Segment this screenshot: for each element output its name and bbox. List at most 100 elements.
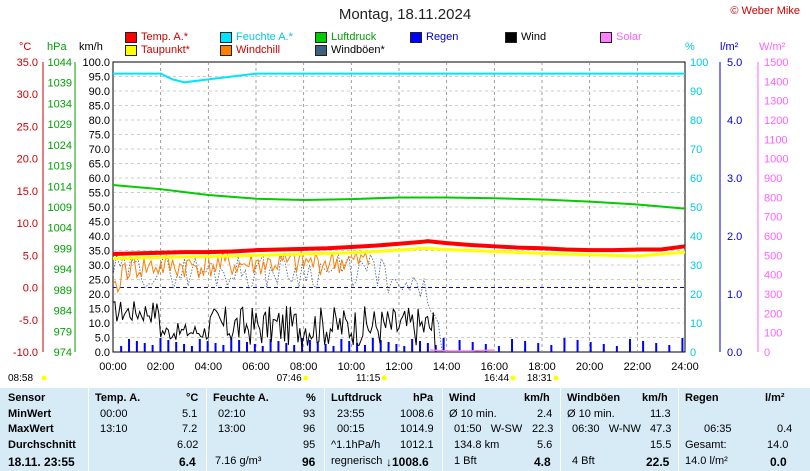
rain-bar	[269, 339, 272, 352]
rain-bar	[537, 343, 540, 352]
temp-time: 00:00	[100, 408, 128, 420]
rain-bar	[222, 345, 225, 352]
wind-tick-label: 20.0	[89, 289, 110, 301]
rain-bar	[550, 345, 553, 352]
rain-bar	[151, 345, 154, 352]
wind-tick-label: 70.0	[89, 144, 110, 156]
rain-bar	[356, 343, 359, 352]
rain-tick-label: 5.0	[727, 57, 742, 69]
rain-bar	[589, 342, 592, 352]
rain-bar	[411, 339, 414, 352]
press-value: ↓1008.6	[386, 455, 429, 469]
hum-value: 95	[303, 439, 316, 451]
rain-bar	[324, 344, 327, 352]
wind-tick-label: 45.0	[89, 217, 110, 229]
legend-swatch	[220, 44, 232, 56]
legend-label: Solar	[616, 31, 642, 43]
col-sep	[442, 388, 443, 471]
rain-tick-label: 1.0	[727, 289, 742, 301]
gust-desc: 06:30 W-NW	[572, 423, 641, 435]
hdr-hum-unit: %	[306, 392, 316, 404]
humidity-tick-label: 20	[690, 289, 702, 301]
pressure-tick-label: 1024	[48, 140, 72, 152]
legend-humidity: Feuchte A.*	[220, 31, 293, 43]
pressure-tick-label: 979	[54, 326, 72, 338]
row-label: MaxWert	[8, 423, 54, 435]
wind-value: 5.6	[537, 439, 553, 451]
wind-tick-label: 75.0	[89, 130, 110, 142]
rain-bar	[563, 338, 566, 352]
pressure-tick-label: 1014	[48, 181, 72, 193]
series-line	[112, 184, 686, 210]
series-line	[112, 246, 686, 261]
solar-tick-label: 100	[764, 328, 782, 340]
temp-tick-label: 25.0	[17, 121, 38, 133]
rain-bar	[230, 338, 233, 352]
rain-bar	[128, 339, 131, 352]
rain-bar	[261, 346, 264, 352]
rain-bar	[135, 341, 138, 352]
wind-tick-label: 10.0	[89, 318, 110, 330]
rain-bar	[471, 342, 474, 352]
rain-bar	[576, 340, 579, 352]
press-value: 1008.6	[400, 408, 434, 420]
solar-tick-label: 600	[764, 231, 782, 243]
sun-marker-icon	[381, 375, 387, 381]
x-tick-label: 00:00	[99, 361, 127, 373]
wind-tick-label: 35.0	[89, 246, 110, 258]
pressure-tick-label: 1039	[48, 78, 72, 90]
legend-swatch	[220, 31, 232, 43]
legend-label: Luftdruck	[331, 31, 377, 43]
wind-tick-label: 5.0	[95, 333, 110, 345]
rain-bar	[190, 346, 193, 352]
wind-tick-label: 55.0	[89, 188, 110, 200]
press-time: regnerisch	[331, 455, 383, 467]
rain-bar	[371, 338, 374, 352]
unit-celsius: °C	[19, 41, 32, 53]
solar-tick-label: 1000	[764, 154, 788, 166]
rain-bar	[206, 341, 209, 352]
summary-table: Sensor Temp. A. °C Feuchte A. % Luftdruc…	[0, 388, 810, 471]
gust-value: 11.3	[650, 408, 671, 420]
rain-value: 14.0	[767, 439, 789, 451]
col-sep	[88, 388, 89, 471]
x-tick-label: 02:00	[147, 361, 175, 373]
rain-bar	[253, 344, 256, 352]
x-tick-label: 18:00	[528, 361, 556, 373]
legend-dewpoint: Taupunkt*	[125, 44, 190, 56]
wind-desc: 01:50 W-SW	[454, 423, 523, 435]
rain-bar	[332, 346, 335, 352]
gust-desc: Ø 10 min.	[567, 408, 615, 420]
humidity-tick-label: 80	[690, 115, 702, 127]
solar-tick-label: 1300	[764, 96, 788, 108]
press-time: 23:55	[337, 408, 365, 420]
wind-tick-label: 85.0	[89, 101, 110, 113]
rain-bar	[120, 346, 123, 352]
hum-value: 93	[303, 408, 316, 420]
rain-bar	[198, 339, 201, 352]
rain-bar	[159, 338, 162, 352]
legend-label: Taupunkt*	[141, 44, 190, 56]
gust-value: 22.5	[646, 455, 670, 469]
hdr-temp: Temp. A.	[95, 392, 141, 404]
rain-bar	[511, 339, 514, 352]
rain-bar	[524, 341, 527, 352]
hdr-temp-unit: °C	[186, 392, 199, 404]
sun-marker-icon	[41, 375, 47, 381]
rain-bar	[628, 339, 631, 352]
legend-swatch	[125, 31, 137, 43]
col-sep	[324, 388, 325, 471]
rain-time: Gesamt:	[685, 439, 727, 451]
legend-label: Temp. A.*	[141, 31, 189, 43]
solar-line	[429, 349, 495, 352]
pressure-tick-label: 1019	[48, 161, 72, 173]
legend-swatch	[505, 31, 517, 43]
wind-value: 4.8	[534, 455, 551, 469]
sun-marker-icon	[553, 375, 559, 381]
legend-label: Windböen*	[331, 44, 385, 56]
hdr-wind: Wind	[449, 392, 476, 404]
rain-bar	[316, 342, 319, 352]
solar-tick-label: 1200	[764, 115, 788, 127]
unit-hpa: hPa	[47, 41, 67, 53]
rain-tick-label: 3.0	[727, 173, 742, 185]
